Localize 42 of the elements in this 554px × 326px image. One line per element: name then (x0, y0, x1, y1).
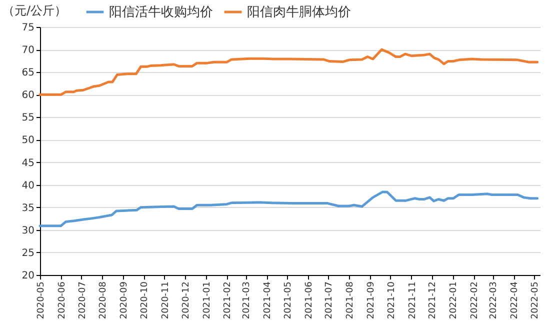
x-tick-label: 2021-11 (408, 282, 418, 320)
x-tick-label: 2020-05 (36, 282, 46, 320)
x-tick-label: 2021-03 (242, 282, 252, 320)
x-tick-label: 2022-04 (510, 281, 520, 320)
x-tick-label: 2020-12 (181, 282, 192, 320)
y-tick-label: 25 (22, 248, 34, 259)
y-tick-label: 65 (22, 68, 34, 79)
y-tick-label: 55 (22, 112, 34, 124)
x-tick-label: 2021-09 (366, 281, 377, 320)
x-tick-label: 2021-08 (346, 281, 356, 320)
y-tick-label: 60 (22, 90, 34, 102)
x-tick-label: 2020-09 (120, 281, 130, 320)
x-tick-label: 2020-08 (98, 281, 109, 320)
y-tick-label: 40 (22, 180, 34, 192)
x-tick-label: 2021-02 (223, 282, 234, 320)
x-tick-label: 2020-11 (160, 282, 171, 320)
y-tick-label: 35 (22, 202, 34, 214)
y-tick-label: 75 (22, 22, 34, 34)
y-tick-label: 70 (22, 45, 34, 56)
legend-label: 阳信肉牛胴体均价 (247, 5, 351, 20)
x-tick-label: 2021-06 (304, 281, 314, 320)
x-tick-label: 2021-12 (428, 282, 438, 320)
x-tick-label: 2021-01 (202, 282, 212, 320)
x-tick-label: 2020-07 (78, 282, 88, 320)
x-tick-label: 2022-03 (489, 282, 500, 320)
y-axis-title: （元/公斤） (2, 4, 67, 18)
y-tick-label: 50 (22, 135, 34, 146)
x-tick-label: 2020-06 (57, 281, 68, 320)
x-tick-label: 2021-10 (386, 281, 397, 320)
line-series (38, 48, 539, 96)
line-series (38, 190, 539, 228)
x-tick-label: 2021-04 (263, 281, 274, 320)
y-tick-label: 20 (22, 270, 34, 282)
x-tick-label: 2022-02 (470, 282, 480, 320)
legend-label: 阳信活牛收购均价 (109, 5, 213, 20)
x-tick-label: 2022-01 (449, 282, 460, 320)
x-tick-label: 2021-07 (324, 282, 335, 320)
x-tick-label: 2022-05 (530, 282, 540, 320)
y-tick-label: 30 (22, 225, 34, 236)
x-tick-label: 2020-10 (140, 281, 150, 320)
x-tick-label: 2021-05 (283, 282, 294, 320)
y-tick-label: 45 (22, 158, 34, 169)
